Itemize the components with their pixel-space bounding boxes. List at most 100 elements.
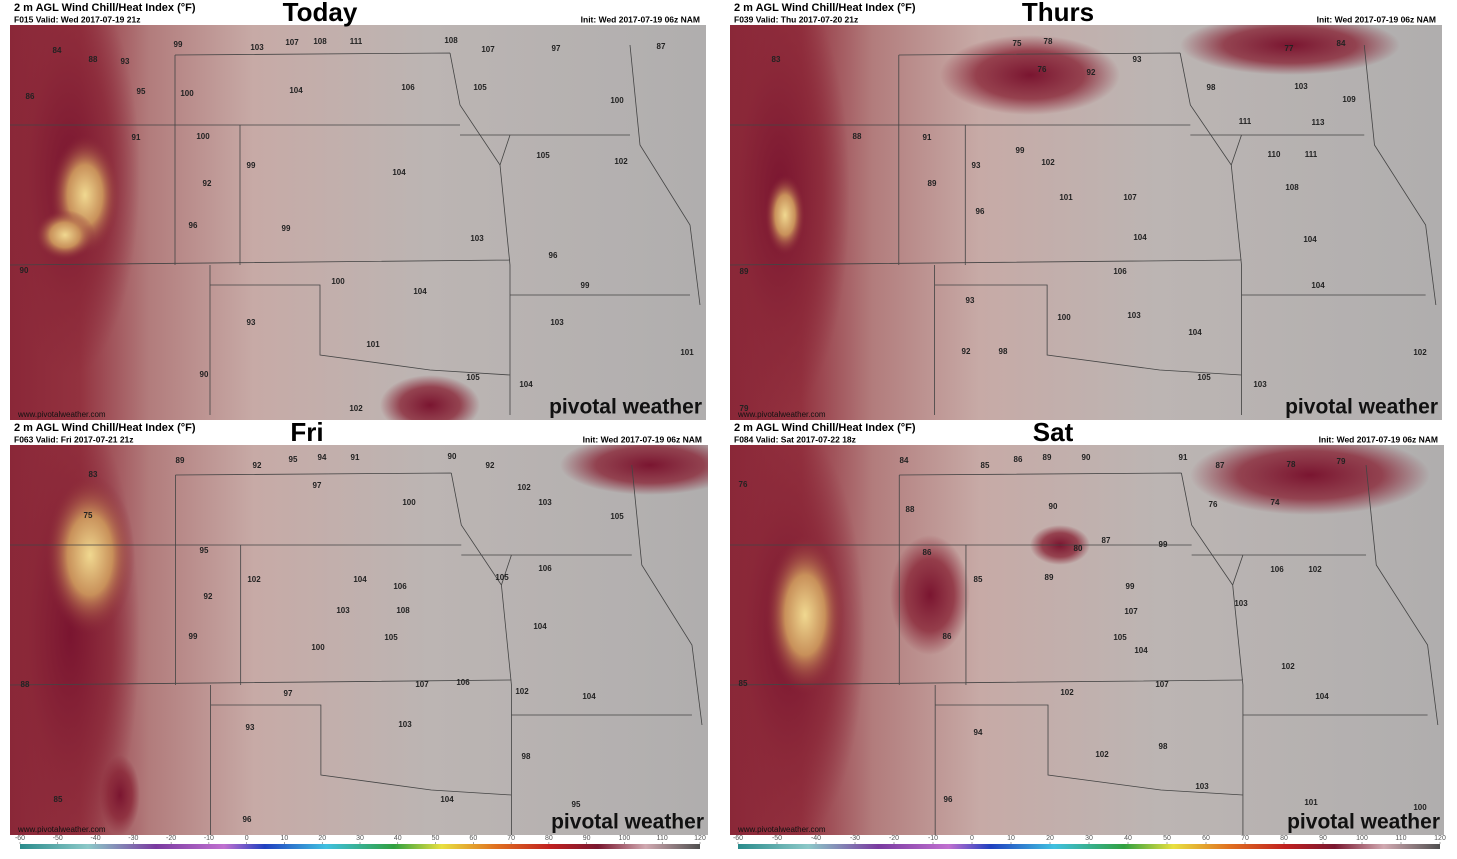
colorbar-tick-label: 60 [469, 835, 477, 842]
station-value: 104 [533, 622, 547, 631]
station-value: 106 [538, 564, 552, 573]
station-value: 100 [311, 643, 325, 652]
field-blob [1190, 445, 1430, 515]
station-value: 98 [999, 347, 1008, 356]
station-value: 84 [1337, 39, 1346, 48]
station-value: 107 [415, 680, 429, 689]
station-value: 85 [739, 679, 748, 688]
colorbar-tick-label: -10 [204, 835, 214, 842]
colorbar-tick-label: 50 [1163, 835, 1171, 842]
station-value: 76 [739, 480, 748, 489]
watermark: pivotal weather [1287, 811, 1440, 834]
station-value: 78 [1044, 37, 1053, 46]
map-title: 2 m AGL Wind Chill/Heat Index (°F) [14, 2, 196, 14]
colorbar-tick-label: -60 [733, 835, 743, 842]
station-value: 101 [366, 340, 380, 349]
state-borders [10, 44, 701, 415]
station-value: 79 [1337, 457, 1346, 466]
station-value: 91 [132, 133, 141, 142]
station-value: 95 [289, 455, 298, 464]
station-value: 103 [1253, 380, 1267, 389]
station-value: 102 [515, 687, 529, 696]
station-value: 107 [1155, 680, 1169, 689]
station-value: 103 [470, 234, 484, 243]
station-value: 106 [1270, 565, 1284, 574]
station-value: 94 [974, 728, 983, 737]
station-value: 77 [1285, 44, 1294, 53]
station-value: 107 [285, 38, 299, 47]
source-url: www.pivotalweather.com [737, 410, 826, 419]
station-value: 113 [1312, 118, 1325, 127]
station-value: 89 [1045, 573, 1054, 582]
station-value: 102 [1041, 158, 1055, 167]
colorbar-tick-label: 30 [1085, 835, 1093, 842]
colorbar-bar [738, 844, 1440, 849]
station-value: 88 [89, 55, 98, 64]
colorbar-tick-label: 0 [970, 835, 974, 842]
station-value: 93 [972, 161, 981, 170]
station-value: 100 [1057, 313, 1071, 322]
field-blob [1180, 25, 1400, 75]
station-value: 93 [1133, 55, 1142, 64]
field-blob [765, 535, 845, 695]
station-value: 98 [522, 752, 531, 761]
station-value: 104 [1311, 281, 1325, 290]
station-value: 111 [1239, 117, 1252, 126]
station-value: 102 [614, 157, 628, 166]
init-time: Init: Wed 2017-07-19 06z NAM [583, 434, 702, 444]
station-value: 108 [1285, 183, 1299, 192]
station-value: 103 [250, 43, 264, 52]
valid-time: F063 Valid: Fri 2017-07-21 21z [14, 434, 134, 444]
colorbar-tick-label: 100 [1356, 835, 1368, 842]
watermark: pivotal weather [551, 811, 704, 834]
station-value: 75 [1013, 39, 1022, 48]
station-value: 100 [196, 132, 210, 141]
station-value: 95 [572, 800, 581, 809]
colorbar-tick-label: 80 [1280, 835, 1288, 842]
station-value: 101 [1304, 798, 1318, 807]
station-value: 86 [923, 548, 932, 557]
station-value: 105 [466, 373, 480, 382]
station-value: 87 [1102, 536, 1111, 545]
station-value: 88 [21, 680, 30, 689]
station-value: 91 [923, 133, 932, 142]
station-value: 104 [413, 287, 427, 296]
panel-label: Today [283, 0, 358, 27]
station-value: 106 [456, 678, 470, 687]
station-value: 105 [610, 512, 624, 521]
station-value: 74 [1271, 498, 1280, 507]
station-value: 88 [906, 505, 915, 514]
station-value: 93 [247, 318, 256, 327]
station-value: 88 [853, 132, 862, 141]
station-value: 104 [582, 692, 596, 701]
station-value: 110 [1268, 150, 1281, 159]
state-borders [730, 44, 1437, 415]
colorbar-tick-label: -30 [128, 835, 138, 842]
colorbar-tick-label: -20 [166, 835, 176, 842]
station-value: 104 [353, 575, 367, 584]
station-value: 99 [174, 40, 183, 49]
colorbar: -60 -50 -40 -30 -20 -10 0 10 20 30 40 50 60 70 80 90 100… [733, 835, 1446, 849]
init-time: Init: Wed 2017-07-19 06z NAM [1319, 434, 1438, 444]
station-value: 102 [1060, 688, 1074, 697]
panel-label: Fri [290, 417, 323, 447]
colorbar-tick-label: 70 [507, 835, 515, 842]
colorbar-tick-label: 90 [583, 835, 591, 842]
station-value: 85 [981, 461, 990, 470]
station-value: 76 [1209, 500, 1218, 509]
field-blob [890, 535, 970, 655]
station-value: 100 [1413, 803, 1427, 812]
station-value: 104 [440, 795, 454, 804]
colorbar-tick-label: -40 [90, 835, 100, 842]
station-value: 102 [1281, 662, 1295, 671]
station-value: 105 [384, 633, 398, 642]
station-value: 108 [444, 36, 458, 45]
station-value: 105 [536, 151, 550, 160]
map-features [730, 445, 1439, 835]
valid-time: F039 Valid: Thu 2017-07-20 21z [734, 14, 858, 24]
colorbar-tick-label: 10 [1007, 835, 1015, 842]
station-value: 111 [1305, 150, 1318, 159]
map-panel: Today 2 m AGL Wind Chill/Heat Index (°F)F… [10, 0, 706, 420]
station-value: 104 [1133, 233, 1147, 242]
